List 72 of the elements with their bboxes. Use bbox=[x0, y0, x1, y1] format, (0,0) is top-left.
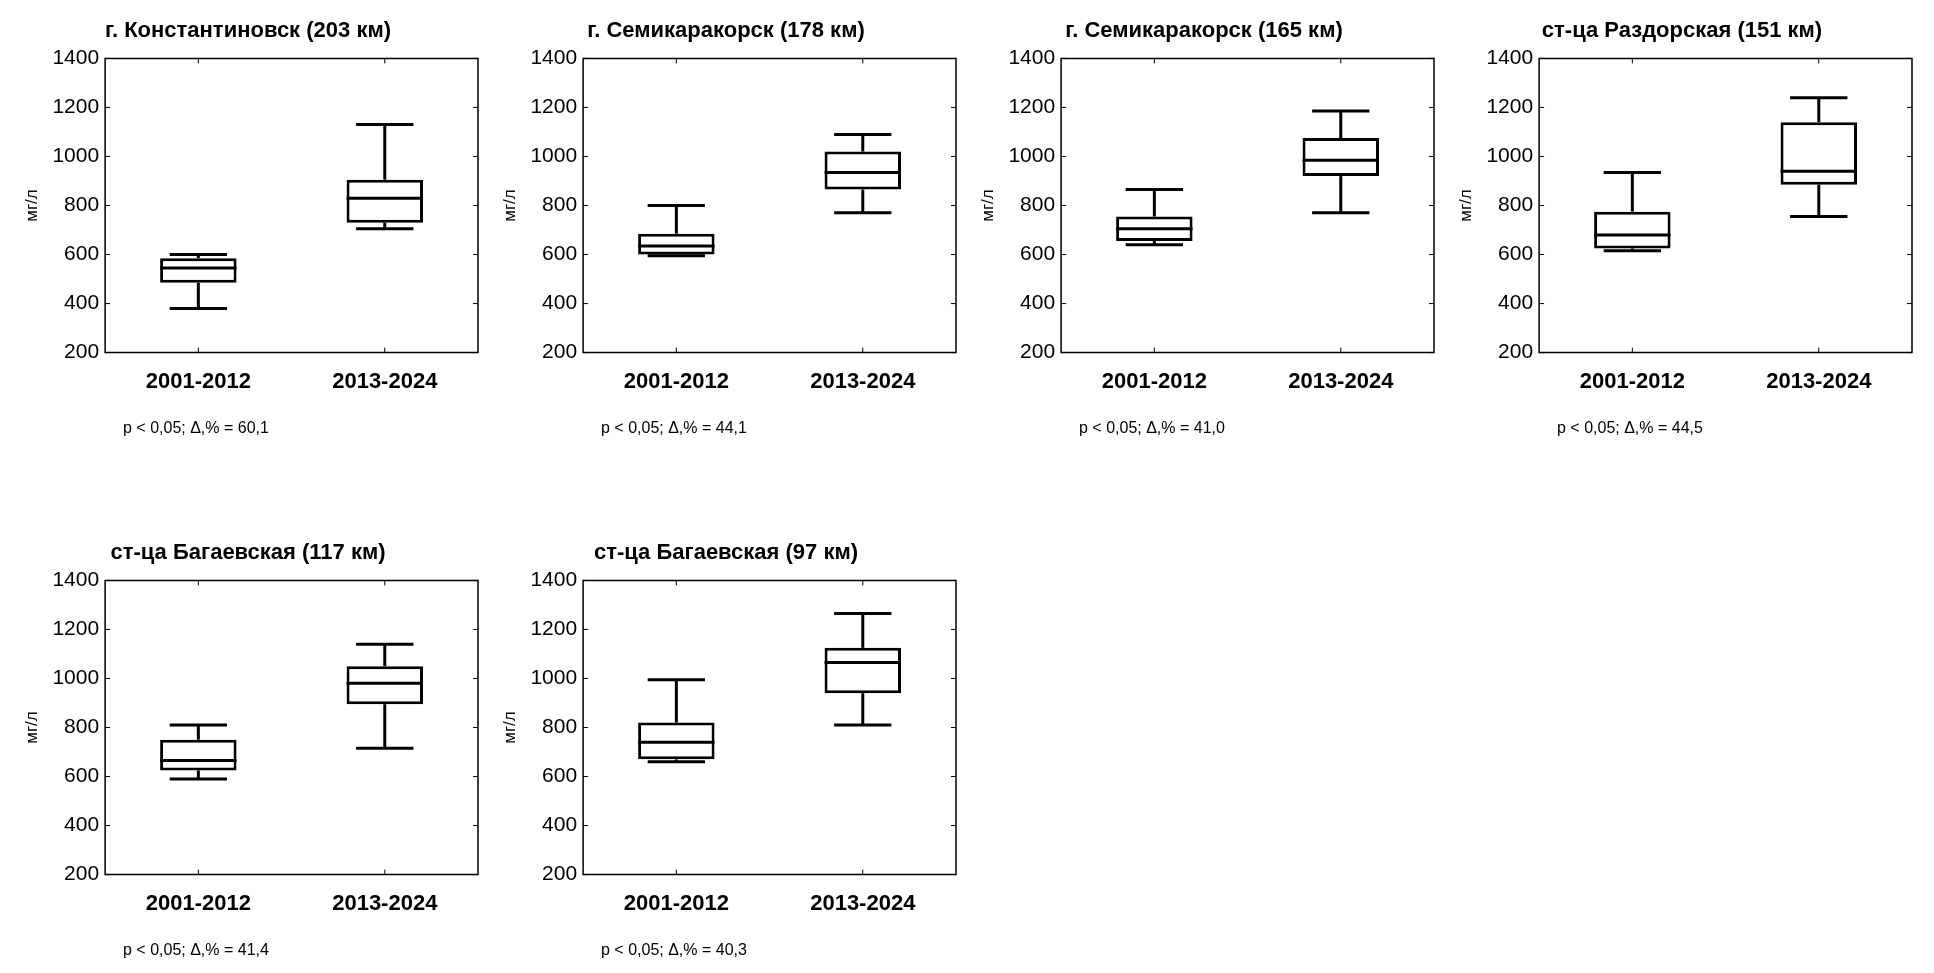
text: p < 0,05; Δ,% = 44,1 bbox=[601, 419, 748, 437]
y-tick-label: 1400 bbox=[1008, 45, 1056, 69]
y-tick-label: 200 bbox=[64, 339, 100, 363]
x-tick-label: 2001-2012 bbox=[1101, 367, 1207, 393]
y-tick-label: 800 bbox=[64, 714, 100, 738]
y-tick-label: 1200 bbox=[1486, 94, 1534, 118]
y-tick-label: 600 bbox=[542, 241, 578, 265]
y-tick-label: 200 bbox=[1020, 339, 1056, 363]
x-tick-label: 2001-2012 bbox=[623, 889, 729, 915]
y-tick-label: 600 bbox=[1020, 241, 1056, 265]
y-axis-title: мг/л bbox=[977, 189, 997, 222]
y-axis-title: мг/л bbox=[1455, 189, 1475, 222]
x-tick-label: 2001-2012 bbox=[145, 367, 251, 393]
y-tick-label: 1000 bbox=[1486, 143, 1534, 167]
y-tick-label: 200 bbox=[64, 861, 100, 885]
y-tick-label: 400 bbox=[1498, 290, 1534, 314]
chart-title: г. Константиновск (203 км) bbox=[105, 17, 391, 43]
y-tick-label: 1400 bbox=[52, 45, 100, 69]
y-axis-title: мг/л bbox=[499, 189, 519, 222]
y-tick-label: 1200 bbox=[530, 616, 578, 640]
y-tick-label: 200 bbox=[542, 339, 578, 363]
y-tick-label: 800 bbox=[1020, 192, 1056, 216]
y-tick-label: 600 bbox=[64, 763, 100, 787]
y-tick-label: 400 bbox=[64, 812, 100, 836]
y-tick-label: 1000 bbox=[530, 143, 578, 167]
x-tick-label: 2013-2024 bbox=[810, 889, 917, 915]
y-tick-label: 1200 bbox=[52, 94, 100, 118]
x-tick-label: 2013-2024 bbox=[332, 367, 439, 393]
x-tick-label: 2013-2024 bbox=[810, 367, 917, 393]
y-tick-label: 400 bbox=[1020, 290, 1056, 314]
text: p < 0,05; Δ,% = 41,4 bbox=[123, 941, 270, 959]
y-tick-label: 1400 bbox=[530, 45, 578, 69]
y-tick-label: 400 bbox=[64, 290, 100, 314]
x-tick-label: 2013-2024 bbox=[332, 889, 439, 915]
chart-title: г. Семикаракорск (178 км) bbox=[587, 17, 865, 43]
text: p < 0,05; Δ,% = 40,3 bbox=[601, 941, 748, 959]
chart-title: ст-ца Багаевская (97 км) bbox=[593, 539, 859, 565]
y-tick-label: 800 bbox=[542, 714, 578, 738]
y-tick-label: 1000 bbox=[52, 665, 100, 689]
y-axis-title: мг/л bbox=[21, 711, 41, 744]
y-tick-label: 600 bbox=[542, 763, 578, 787]
y-tick-label: 1200 bbox=[530, 94, 578, 118]
y-tick-label: 200 bbox=[1498, 339, 1534, 363]
y-tick-label: 1200 bbox=[52, 616, 100, 640]
y-axis-title: мг/л bbox=[21, 189, 41, 222]
y-tick-label: 600 bbox=[1498, 241, 1534, 265]
x-tick-label: 2013-2024 bbox=[1288, 367, 1395, 393]
text: p < 0,05; Δ,% = 44,5 bbox=[1557, 419, 1704, 437]
chart-title: ст-ца Багаевская (117 км) bbox=[110, 539, 386, 565]
chart-title: г. Семикаракорск (165 км) bbox=[1065, 17, 1343, 43]
y-tick-label: 400 bbox=[542, 812, 578, 836]
y-tick-label: 1000 bbox=[52, 143, 100, 167]
y-tick-label: 1400 bbox=[530, 567, 578, 591]
text: p < 0,05; Δ,% = 60,1 bbox=[123, 419, 270, 437]
x-tick-label: 2001-2012 bbox=[145, 889, 251, 915]
y-tick-label: 800 bbox=[64, 192, 100, 216]
y-axis-title: мг/л bbox=[499, 711, 519, 744]
y-tick-label: 800 bbox=[542, 192, 578, 216]
y-tick-label: 200 bbox=[542, 861, 578, 885]
y-tick-label: 1200 bbox=[1008, 94, 1056, 118]
x-tick-label: 2013-2024 bbox=[1766, 367, 1873, 393]
y-tick-label: 1000 bbox=[1008, 143, 1056, 167]
y-tick-label: 1000 bbox=[530, 665, 578, 689]
chart-title: ст-ца Раздорская (151 км) bbox=[1541, 17, 1823, 43]
y-tick-label: 600 bbox=[64, 241, 100, 265]
x-tick-label: 2001-2012 bbox=[623, 367, 729, 393]
y-tick-label: 1400 bbox=[52, 567, 100, 591]
x-tick-label: 2001-2012 bbox=[1579, 367, 1685, 393]
y-tick-label: 800 bbox=[1498, 192, 1534, 216]
y-tick-label: 1400 bbox=[1486, 45, 1534, 69]
y-tick-label: 400 bbox=[542, 290, 578, 314]
text: p < 0,05; Δ,% = 41,0 bbox=[1079, 419, 1226, 437]
